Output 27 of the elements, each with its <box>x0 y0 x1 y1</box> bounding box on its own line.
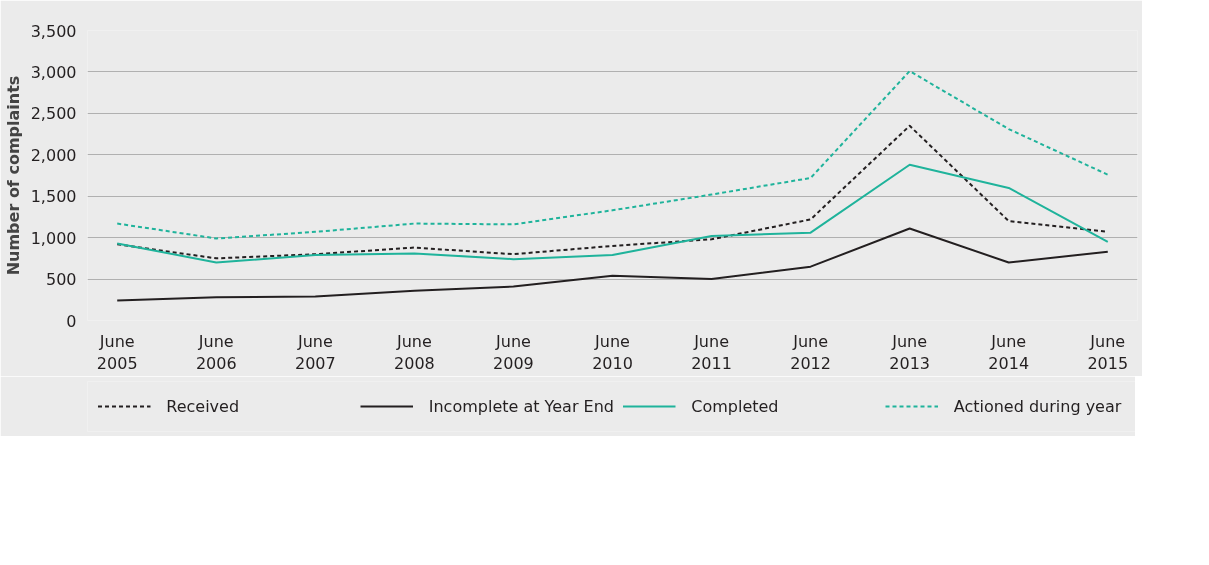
x-tick-label: June 2013 <box>889 331 931 374</box>
line-series <box>116 163 1109 264</box>
y-tick-label: 3,500 <box>30 21 77 41</box>
legend-label: Actioned during year <box>953 397 1122 416</box>
y-tick-label: 1,500 <box>30 187 77 207</box>
y-tick-label: 500 <box>45 270 77 290</box>
x-tick-label: June 2008 <box>394 331 435 374</box>
x-tick-label: June 2012 <box>790 331 831 374</box>
x-tick-label: June 2014 <box>988 331 1030 374</box>
x-tick-label: June 2005 <box>96 331 138 374</box>
y-tick-label: 2,500 <box>30 104 77 124</box>
y-tick-label: 0 <box>66 311 77 331</box>
x-tick-label: June 2009 <box>493 331 534 374</box>
line-series <box>116 227 1109 302</box>
y-tick-label: 3,000 <box>30 62 77 82</box>
y-tick-label: 1,000 <box>30 228 77 248</box>
x-tick-label: June 2007 <box>294 331 336 374</box>
y-axis-title: Number of complaints <box>3 75 23 276</box>
y-tick-label: 2,000 <box>30 145 77 165</box>
x-tick-label: June 2011 <box>691 331 732 374</box>
x-tick-label: June 2006 <box>195 331 237 374</box>
legend-label: Incomplete at Year End <box>428 397 614 416</box>
x-tick-label: June 2010 <box>592 331 633 374</box>
line-series <box>116 70 1109 240</box>
legend-label: Received <box>166 397 240 416</box>
legend-label: Completed <box>691 397 779 416</box>
x-tick-label: June 2015 <box>1087 331 1129 374</box>
